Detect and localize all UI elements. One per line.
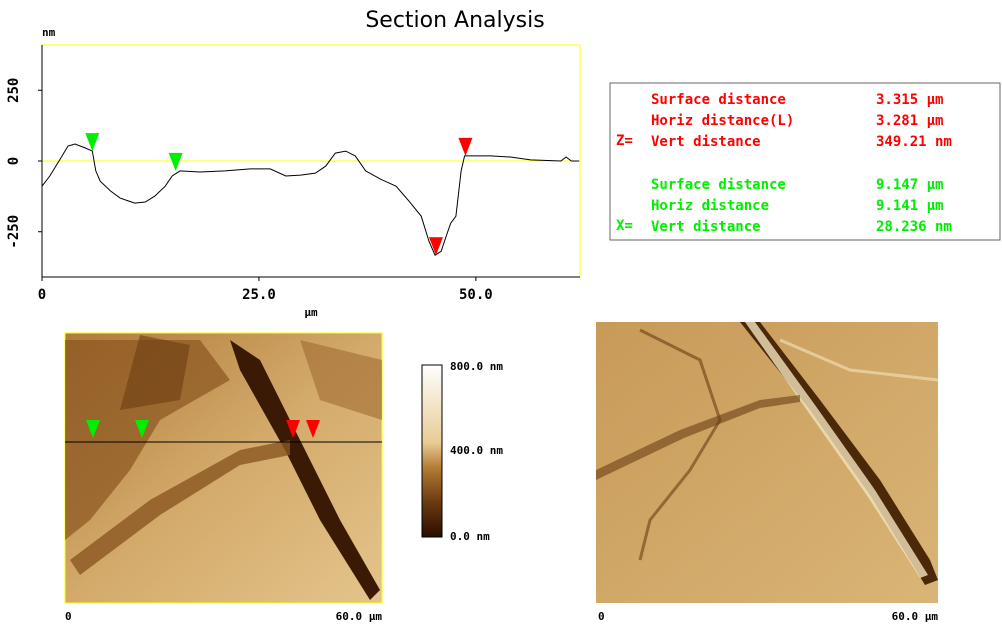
image-axis-label: 0	[65, 610, 72, 623]
height-image	[64, 332, 383, 604]
title: Section Analysis	[365, 8, 544, 33]
info-value: 9.147 µm	[876, 177, 943, 193]
info-label: Vert distance	[651, 219, 761, 235]
colorbar-label: 400.0 nm	[450, 444, 503, 457]
x-tick-label: 0	[38, 287, 46, 303]
y-unit: nm	[42, 26, 56, 39]
info-rows: Z= Surface distance 3.315 µm Horiz distance…	[616, 92, 952, 235]
colorbar-label: 800.0 nm	[450, 360, 503, 373]
info-label: Vert distance	[651, 134, 761, 150]
cursor-marker	[168, 152, 183, 171]
profile-line	[41, 143, 580, 256]
info-label: Horiz distance(L)	[651, 113, 794, 129]
image-axis-label: 60.0 µm	[336, 610, 383, 623]
y-tick-label: 250	[6, 78, 22, 103]
cursor-marker	[458, 137, 473, 156]
cursor-marker	[85, 133, 100, 152]
info-value: 9.141 µm	[876, 198, 943, 214]
y-tick-label: 0	[6, 157, 22, 165]
info-value: 3.315 µm	[876, 92, 943, 108]
amplitude-image	[596, 322, 939, 603]
colorbar	[421, 364, 443, 538]
info-prefix: X=	[616, 218, 633, 234]
info-label: Horiz distance	[651, 198, 769, 214]
info-value: 28.236 nm	[876, 219, 952, 235]
info-panel	[609, 82, 1001, 241]
info-label: Surface distance	[651, 177, 786, 193]
x-tick-label: 25.0	[242, 287, 276, 303]
colorbar-label: 0.0 nm	[450, 530, 490, 543]
info-label: Surface distance	[651, 92, 786, 108]
info-prefix: Z=	[616, 133, 633, 149]
info-value: 349.21 nm	[876, 134, 952, 150]
x-tick-label: 50.0	[459, 287, 493, 303]
image-axis-label: 60.0 µm	[892, 610, 939, 623]
info-value: 3.281 µm	[876, 113, 943, 129]
x-axis-label: µm	[304, 306, 318, 319]
profile-plot: -250 0 250 0 25.0 50.0	[6, 44, 581, 303]
image-axis-label: 0	[598, 610, 605, 623]
cursor-marker	[428, 237, 443, 256]
y-tick-label: -250	[6, 215, 22, 249]
